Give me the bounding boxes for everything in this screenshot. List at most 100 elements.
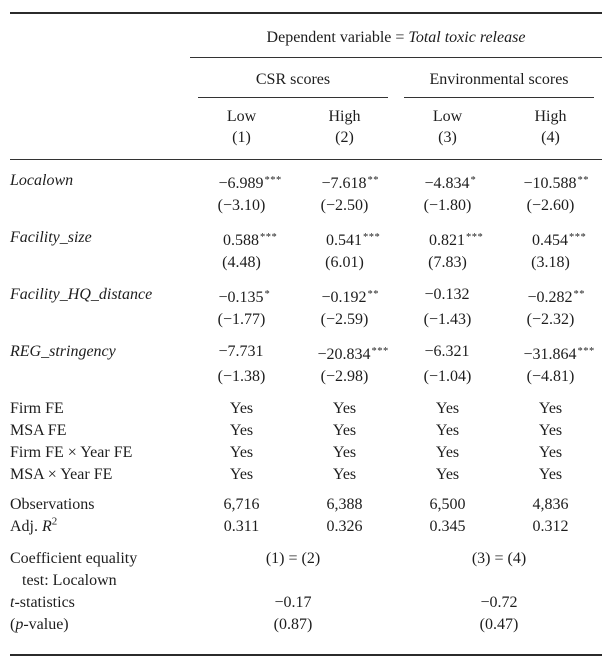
observations-value: 6,388 <box>326 496 363 513</box>
column-header-3: Low (3) <box>396 98 499 160</box>
fe-value: Yes <box>435 422 460 439</box>
variable-label-facility-hq-distance: Facility_HQ_distance <box>10 286 153 303</box>
estimate: −4.834 <box>424 175 470 192</box>
table-row: Firm FE Yes Yes Yes Yes <box>10 388 602 420</box>
table-row: Localown −6.989*** −7.618** −4.834* −10.… <box>10 160 602 196</box>
fe-value: Yes <box>538 466 563 483</box>
table-row: (4.48) (6.01) (7.83) (3.18) <box>10 252 602 274</box>
adj-r2-prefix: Adj. <box>10 518 42 535</box>
tstat-cell: (−3.10) <box>217 197 266 214</box>
adj-r2-value: 0.326 <box>326 518 363 535</box>
table-row: CSR scores Environmental scores <box>10 58 602 99</box>
fe-value: Yes <box>435 400 460 417</box>
table-row: Dependent variable = Total toxic release <box>10 13 602 58</box>
fe-value: Yes <box>538 444 563 461</box>
adj-r2-superscript: 2 <box>51 515 58 528</box>
dependent-variable-prefix: Dependent variable = <box>266 29 409 46</box>
estimate: −10.588 <box>523 175 577 192</box>
table-row: t-statistics −0.17 −0.72 <box>10 592 602 614</box>
coefficient-cell: −7.731 <box>190 331 293 366</box>
fe-value: Yes <box>538 400 563 417</box>
coefficient-cell: −7.618** <box>321 175 380 192</box>
fe-label-firm-year: Firm FE × Year FE <box>10 444 133 461</box>
table-row: Facility_HQ_distance −0.135* −0.192** −0… <box>10 274 602 309</box>
tstat-cell: (−1.80) <box>423 197 472 214</box>
tstat-cell: (−1.77) <box>217 311 266 328</box>
adj-r2-value: 0.311 <box>223 518 260 535</box>
column-number: (2) <box>335 129 354 146</box>
fe-value: Yes <box>229 422 254 439</box>
tstat-cell: (−2.32) <box>526 311 575 328</box>
adj-r2-symbol: R <box>42 518 52 535</box>
table-row: Low (1) High (2) Low (3) High (4) <box>10 98 602 160</box>
observations-value: 6,716 <box>223 496 260 513</box>
fe-value: Yes <box>332 422 357 439</box>
equality-pair-csr: (1) = (2) <box>265 550 321 567</box>
adj-r2-value: 0.345 <box>429 518 466 535</box>
observations-label: Observations <box>10 496 95 513</box>
dependent-variable-header: Dependent variable = Total toxic release <box>190 13 602 58</box>
column-number: (1) <box>232 129 251 146</box>
coefficient-cell: −4.834* <box>424 175 477 192</box>
column-header-4: High (4) <box>499 98 602 160</box>
empty-cell <box>10 98 190 160</box>
table-row: Facility_size 0.588*** 0.541*** 0.821***… <box>10 217 602 252</box>
tstat-cell: (−2.50) <box>320 197 369 214</box>
equality-test-label-line1: Coefficient equality <box>10 550 138 567</box>
coefficient-cell: 0.588*** <box>223 232 278 249</box>
table-row: MSA × Year FE Yes Yes Yes Yes <box>10 464 602 486</box>
equality-test-label-line2: test: Localown <box>22 572 117 589</box>
tstat-cell: (−2.59) <box>320 311 369 328</box>
estimate: −20.834 <box>317 346 371 363</box>
estimate: 0.541 <box>326 232 362 249</box>
equality-tstat-value: −0.72 <box>480 594 518 611</box>
table-row: REG_stringency −7.731 −20.834*** −6.321 … <box>10 331 602 366</box>
estimate: −0.135 <box>218 289 264 306</box>
column-header-1: Low (1) <box>190 98 293 160</box>
group-header-environmental: Environmental scores <box>396 58 602 98</box>
column-level: Low <box>226 108 257 125</box>
tstat-cell: (−2.60) <box>526 197 575 214</box>
dependent-variable-name: Total toxic release <box>408 29 526 46</box>
column-number: (3) <box>438 129 457 146</box>
equality-pvalue-value: (0.87) <box>273 616 313 633</box>
table-row: Firm FE × Year FE Yes Yes Yes Yes <box>10 442 602 464</box>
estimate: 0.821 <box>429 232 465 249</box>
tstat-cell: (−1.43) <box>423 311 472 328</box>
estimate: −0.132 <box>424 286 470 303</box>
coefficient-cell: 0.541*** <box>326 232 381 249</box>
observations-value: 6,500 <box>429 496 466 513</box>
observations-value: 4,836 <box>532 496 569 513</box>
table-row: (p-value) (0.87) (0.47) <box>10 614 602 655</box>
adj-r2-value: 0.312 <box>532 518 569 535</box>
tstat-cell: (−4.81) <box>526 368 575 385</box>
tstat-cell: (4.48) <box>222 254 261 271</box>
coefficient-cell: −31.864*** <box>523 346 595 363</box>
group-header-csr: CSR scores <box>190 58 396 98</box>
fe-label-msa-year: MSA × Year FE <box>10 466 113 483</box>
estimate: 0.454 <box>532 232 568 249</box>
column-level: High <box>328 108 361 125</box>
tstat-label-italic: t <box>10 594 15 611</box>
coefficient-cell: −0.135* <box>218 289 271 306</box>
coefficient-cell: −6.321 <box>396 331 499 366</box>
estimate: −0.192 <box>321 289 367 306</box>
table-row: (−1.38) (−2.98) (−1.04) (−4.81) <box>10 366 602 388</box>
fe-value: Yes <box>435 444 460 461</box>
fe-value: Yes <box>229 466 254 483</box>
variable-label-reg-stringency: REG_stringency <box>10 343 116 360</box>
fe-label-firm: Firm FE <box>10 400 64 417</box>
column-header-2: High (2) <box>293 98 396 160</box>
coefficient-cell: 0.454*** <box>532 232 587 249</box>
coefficient-cell: −20.834*** <box>317 346 389 363</box>
tstat-cell: (−1.04) <box>423 368 472 385</box>
table-row: Adj. R2 0.311 0.326 0.345 0.312 <box>10 516 602 538</box>
table-row: Coefficient equality test: Localown (1) … <box>10 538 602 592</box>
coefficient-cell: −0.132 <box>396 274 499 309</box>
column-level: High <box>534 108 567 125</box>
table-row: MSA FE Yes Yes Yes Yes <box>10 420 602 442</box>
pvalue-label-paren: ( <box>10 616 16 633</box>
pvalue-label-rest: -value) <box>23 616 69 633</box>
empty-cell <box>10 58 190 99</box>
equality-pvalue-label: (p-value) <box>10 614 190 655</box>
